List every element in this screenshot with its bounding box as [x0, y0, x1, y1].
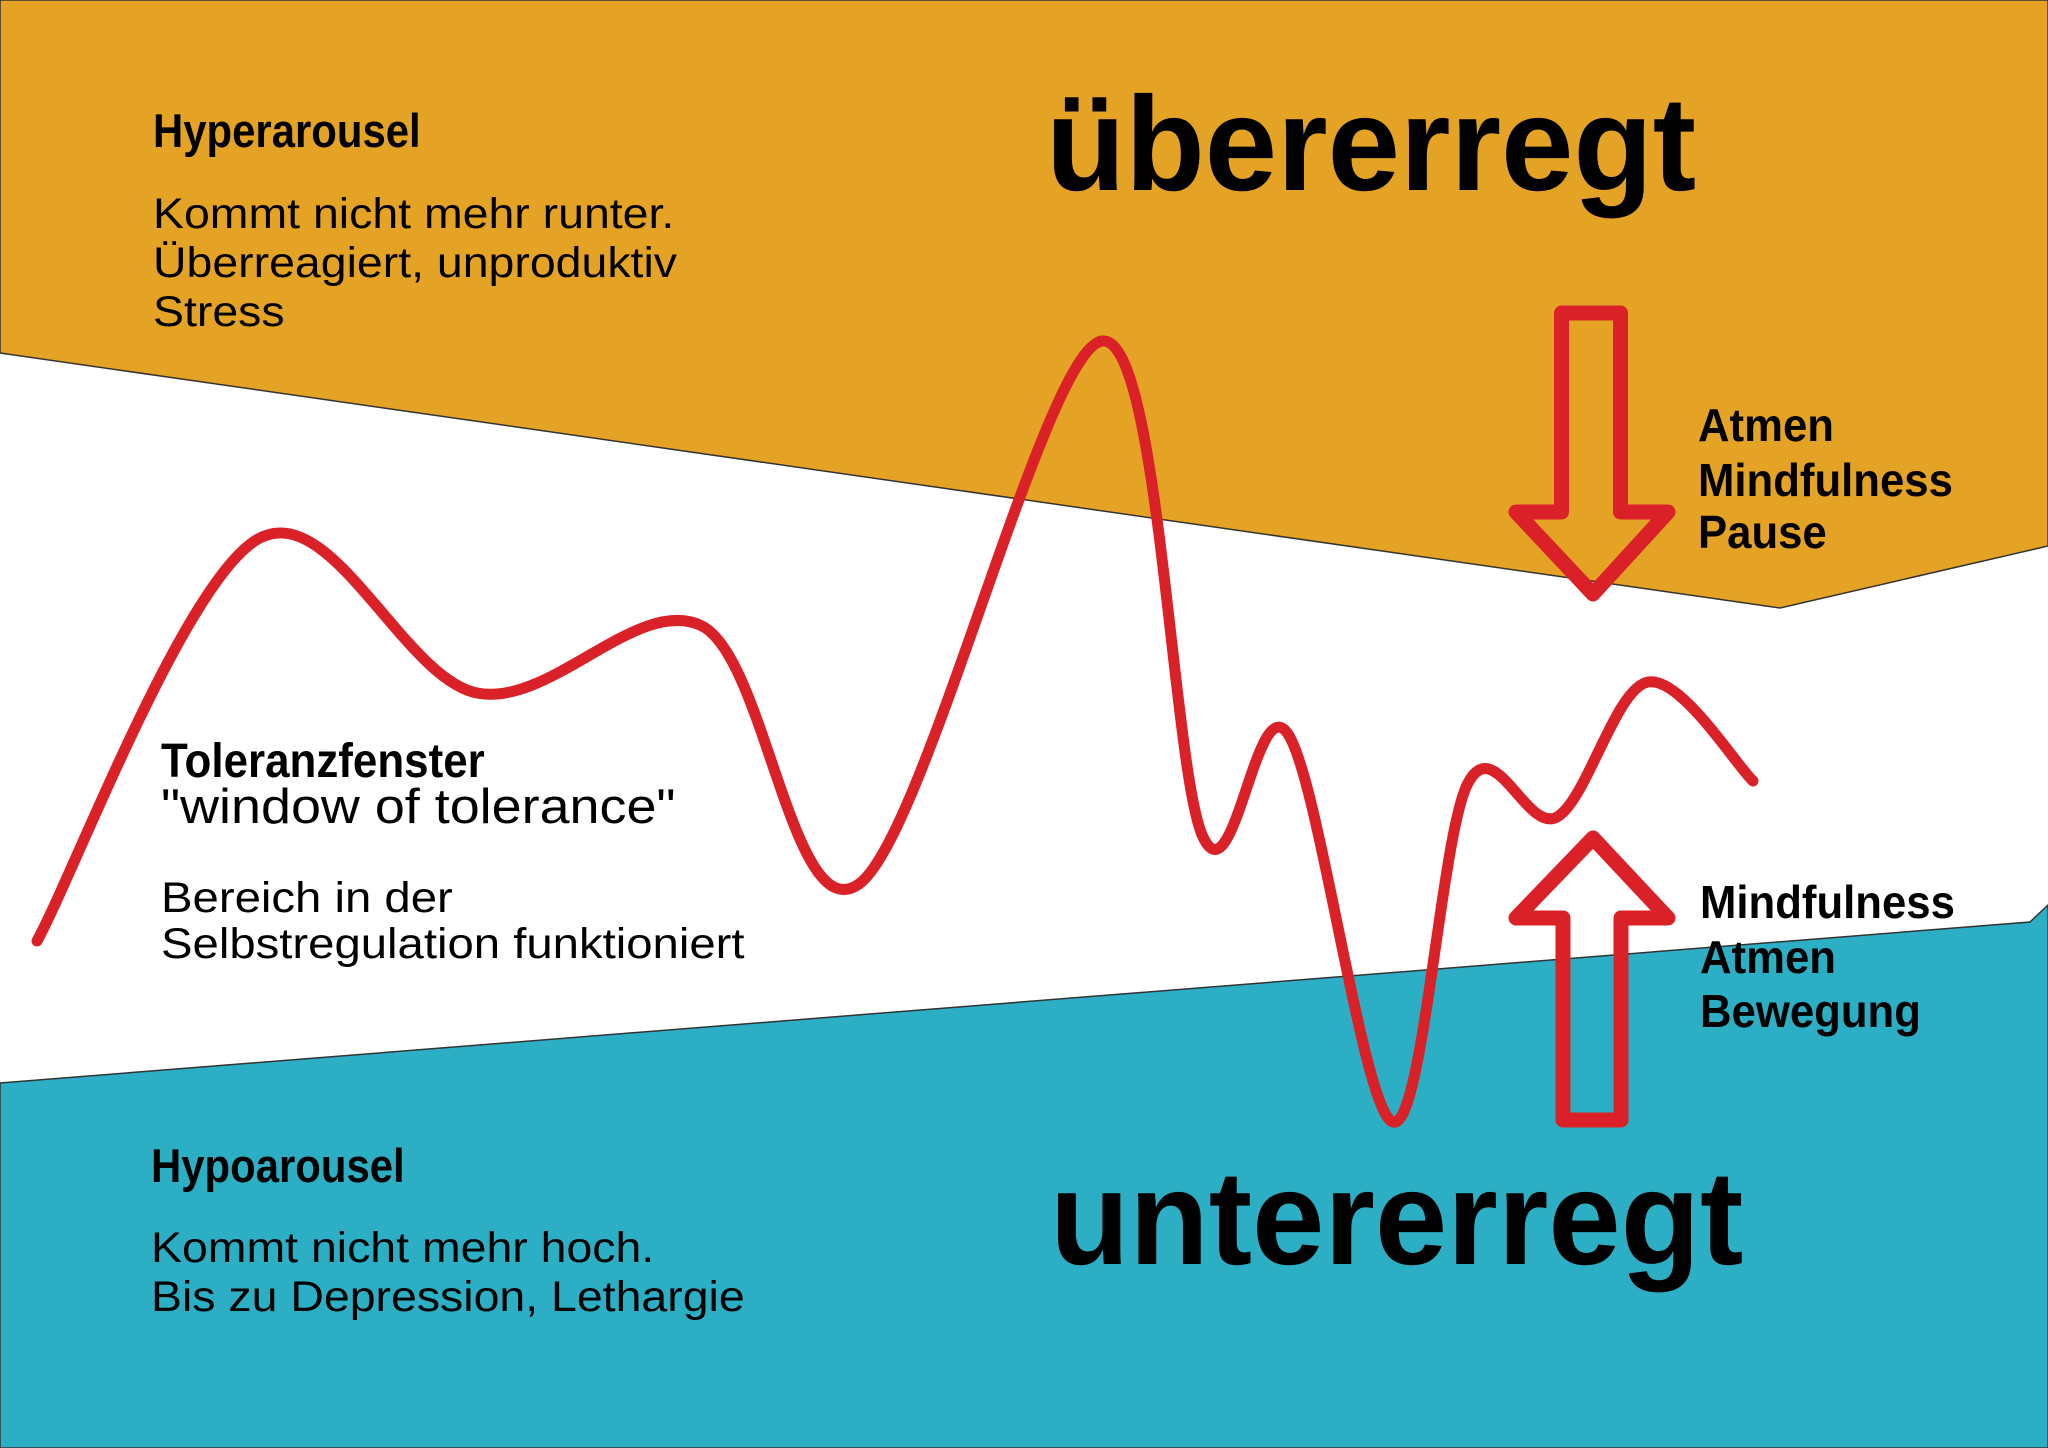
svg-text:"window of tolerance": "window of tolerance" — [161, 778, 676, 833]
svg-text:Mindfulness: Mindfulness — [1700, 876, 1955, 928]
svg-text:untererregt: untererregt — [1050, 1143, 1743, 1292]
svg-text:Bis zu Depression, Lethargie: Bis zu Depression, Lethargie — [151, 1273, 745, 1321]
svg-text:Pause: Pause — [1698, 506, 1827, 558]
svg-text:Kommt nicht mehr runter.: Kommt nicht mehr runter. — [153, 190, 674, 238]
svg-text:übererregt: übererregt — [1046, 69, 1696, 218]
svg-text:Stress: Stress — [153, 288, 285, 336]
svg-text:Bewegung: Bewegung — [1700, 985, 1921, 1037]
svg-text:Atmen: Atmen — [1698, 399, 1834, 451]
svg-text:Mindfulness: Mindfulness — [1698, 454, 1953, 506]
svg-text:Überreagiert, unproduktiv: Überreagiert, unproduktiv — [153, 239, 678, 287]
svg-text:Bereich in der: Bereich in der — [161, 873, 453, 922]
svg-text:Kommt nicht mehr hoch.: Kommt nicht mehr hoch. — [151, 1224, 654, 1272]
svg-text:Hyperarousel: Hyperarousel — [153, 103, 421, 157]
svg-text:Atmen: Atmen — [1700, 931, 1836, 983]
svg-text:Selbstregulation funktioniert: Selbstregulation funktioniert — [161, 919, 745, 968]
svg-text:Hypoarousel: Hypoarousel — [151, 1138, 405, 1192]
